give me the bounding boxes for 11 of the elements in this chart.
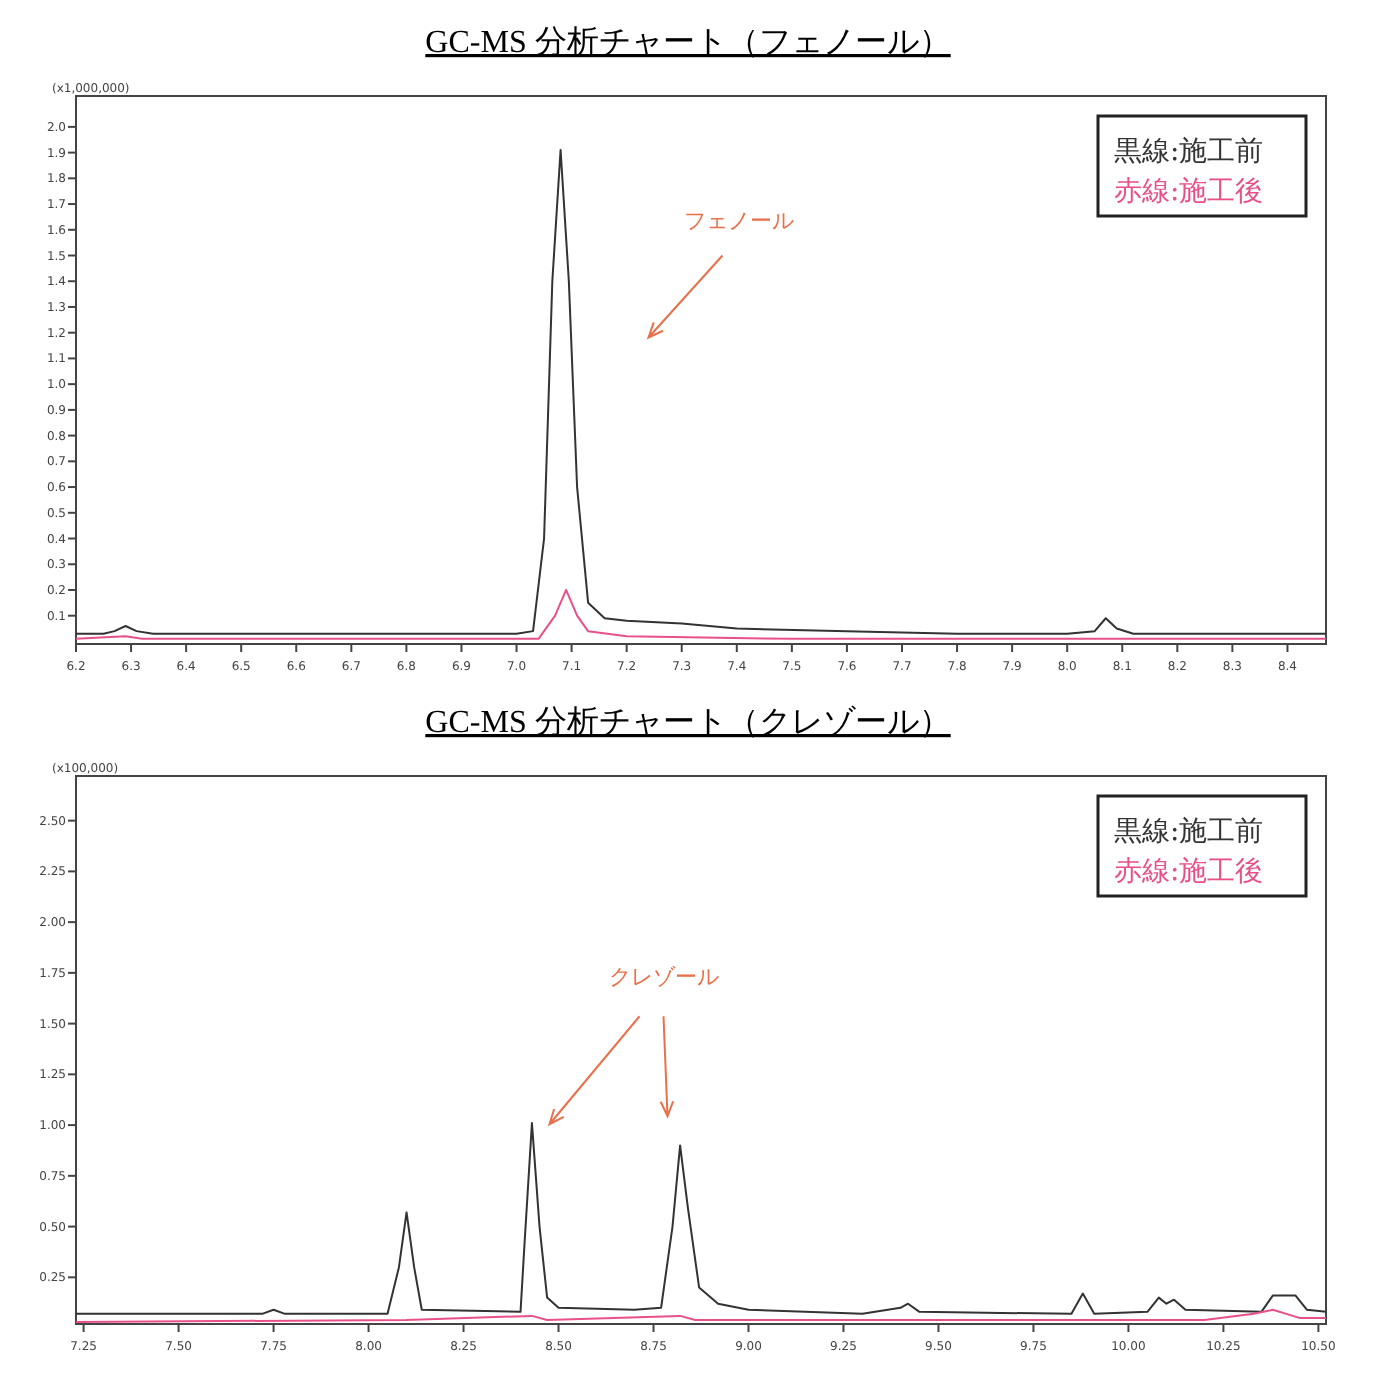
line-series bbox=[75, 588, 1327, 640]
annotation: クレゾール bbox=[608, 964, 719, 991]
text: 赤線:施工後 bbox=[1114, 176, 1264, 208]
chart-title: GC-MS 分析チャート（フェノール） bbox=[425, 26, 951, 60]
line-series bbox=[75, 1122, 1327, 1315]
text: 黒線:施工前 bbox=[1114, 136, 1264, 168]
annotation: フェノール bbox=[683, 207, 794, 234]
chart-title: GC-MS 分析チャート（クレゾール） bbox=[425, 704, 951, 740]
line-series bbox=[75, 1308, 1327, 1323]
text: 黒線:施工前 bbox=[1114, 816, 1264, 848]
text: 赤線:施工後 bbox=[1114, 856, 1264, 888]
